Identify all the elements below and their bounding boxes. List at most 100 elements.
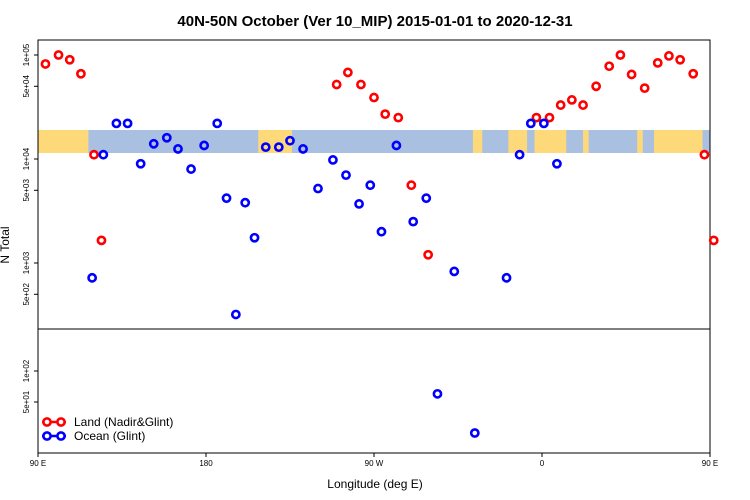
x-tick-label: 90 E	[30, 459, 46, 468]
y-tick-label: 1e+04	[22, 147, 31, 170]
legend-label: Ocean (Glint)	[74, 429, 145, 443]
ocean-point	[98, 149, 109, 160]
x-tick-label: 180	[199, 459, 213, 468]
map-land	[472, 130, 483, 153]
x-tick-label: 90 W	[365, 459, 384, 468]
legend-marker	[56, 431, 66, 441]
ocean-point	[87, 272, 98, 283]
land-point	[664, 51, 674, 61]
ocean-point	[432, 388, 443, 399]
land-point	[708, 235, 719, 246]
legend: Land (Nadir&Glint)Ocean (Glint)	[42, 415, 173, 443]
ocean-point	[552, 158, 562, 169]
land-point	[626, 69, 637, 80]
land-point	[53, 50, 64, 60]
legend-marker	[42, 417, 52, 427]
ocean-point	[538, 118, 549, 129]
map-ocean	[38, 130, 710, 153]
ocean-point	[230, 309, 241, 320]
land-point	[639, 83, 650, 94]
chart-title: 40N-50N October (Ver 10_MIP) 2015-01-01 …	[177, 13, 572, 30]
x-axis: 90 E 180 90 W 0 90 E	[30, 453, 718, 468]
ocean-point	[328, 155, 338, 165]
y-tick-label: 5e+01	[22, 390, 31, 413]
land-point	[531, 112, 542, 123]
ocean-point	[391, 140, 402, 151]
ocean-point	[408, 216, 419, 227]
land-point	[555, 100, 566, 110]
land-point	[699, 149, 710, 160]
ocean-point	[186, 164, 196, 174]
y-tick-label: 5e+04	[22, 75, 31, 98]
ocean-point	[285, 135, 295, 146]
ocean-point	[514, 149, 525, 160]
land-point	[675, 54, 686, 65]
ocean-point	[111, 118, 122, 129]
map-land	[583, 130, 589, 153]
land-point	[380, 109, 391, 120]
ocean-point	[298, 144, 308, 154]
ocean-point	[122, 118, 133, 129]
y-tick-label: 5e+03	[22, 179, 31, 202]
ocean-point	[501, 272, 512, 283]
ocean-point	[240, 197, 251, 208]
legend-marker	[42, 431, 52, 441]
land-point	[652, 57, 663, 68]
map-band	[38, 130, 710, 153]
ocean-point	[313, 183, 323, 194]
land-point	[544, 112, 555, 123]
ocean-point	[421, 193, 432, 204]
legend-marker	[56, 417, 66, 427]
land-point	[615, 50, 626, 60]
ocean-point	[135, 158, 146, 169]
ocean-point	[161, 132, 172, 143]
ocean-point	[273, 142, 284, 153]
ocean-point	[469, 428, 480, 438]
map-land	[637, 130, 643, 153]
land-point	[578, 100, 588, 110]
land-point	[591, 81, 602, 92]
land-point	[64, 54, 75, 65]
legend-label: Land (Nadir&Glint)	[74, 415, 173, 429]
ocean-point	[221, 193, 232, 204]
land-point	[40, 59, 51, 69]
map-land	[654, 130, 703, 153]
land-point	[566, 95, 577, 105]
land-point	[331, 79, 342, 90]
land-point	[423, 249, 434, 260]
y-axis: 5e+02 1e+03 5e+03 1e+04 5e+04 1e+05 5e+01 1e+02	[22, 43, 38, 413]
ocean-point	[173, 144, 183, 154]
land-point	[76, 68, 86, 79]
ocean-point	[212, 118, 223, 129]
land-point	[688, 68, 699, 79]
land-point	[369, 92, 379, 103]
y-axis-label: N Total	[0, 226, 12, 263]
land-point	[96, 235, 107, 246]
ocean-point	[354, 199, 364, 209]
land-point	[342, 67, 353, 78]
x-tick-label: 90 E	[702, 459, 718, 468]
ocean-point	[260, 142, 271, 153]
ocean-point	[449, 266, 460, 277]
ocean-point	[148, 138, 159, 149]
land-point	[604, 61, 615, 72]
land-point	[356, 79, 366, 90]
map-land	[534, 130, 567, 153]
ocean-point	[525, 118, 536, 129]
data-points	[40, 50, 719, 438]
ocean-point	[341, 170, 351, 181]
y-tick-label: 1e+05	[22, 43, 31, 66]
y-tick-label: 5e+02	[22, 283, 31, 306]
y-tick-label: 1e+03	[22, 251, 31, 274]
x-tick-label: 0	[540, 459, 545, 468]
map-land	[38, 130, 89, 153]
y-tick-label: 1e+02	[22, 359, 31, 382]
x-axis-label: Longitude (deg E)	[327, 477, 422, 491]
land-point	[393, 112, 404, 123]
land-point	[89, 149, 99, 160]
ocean-point	[376, 226, 387, 237]
land-point	[406, 180, 417, 191]
ocean-point	[199, 140, 210, 151]
map-land	[508, 130, 528, 153]
